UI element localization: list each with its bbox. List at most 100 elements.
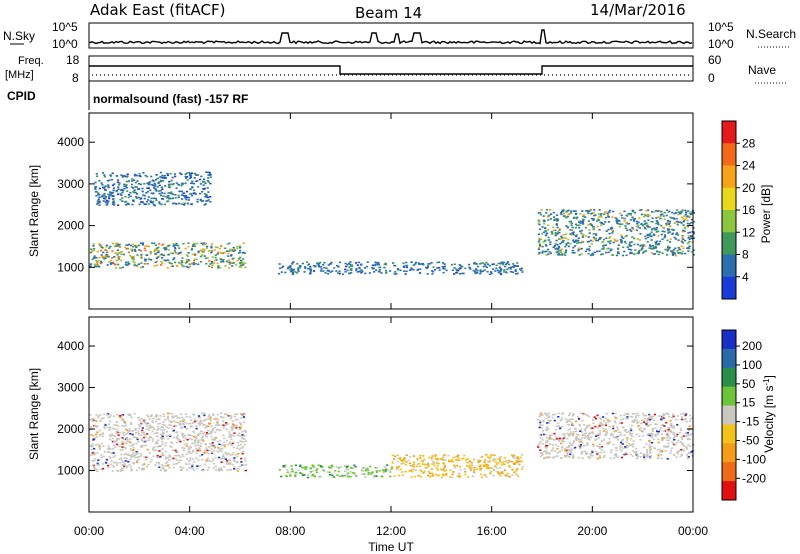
chart-cell: [538, 238, 541, 241]
chart-cell: [545, 245, 548, 247]
chart-cell: [623, 250, 626, 253]
chart-cell: [311, 474, 314, 477]
chart-cell: [194, 436, 197, 439]
chart-cell: [604, 211, 607, 213]
chart-cell: [167, 195, 170, 197]
chart-cell: [602, 456, 605, 458]
chart-cell: [667, 426, 670, 429]
chart-cell: [223, 251, 226, 254]
chart-cell: [298, 465, 302, 468]
chart-cell: [517, 475, 520, 477]
chart-cell: [173, 436, 176, 439]
chart-cell: [136, 254, 139, 256]
chart-cell: [414, 469, 417, 472]
chart-cell: [95, 420, 98, 422]
chart-cell: [169, 172, 172, 175]
chart-cell: [656, 230, 659, 233]
chart-cell: [166, 259, 169, 261]
chart-cell: [384, 263, 388, 266]
chart-cell: [168, 412, 171, 415]
chart-cell: [143, 463, 146, 465]
chart-cell: [680, 437, 683, 439]
chart-cell: [469, 268, 472, 270]
chart-cell: [660, 418, 663, 421]
chart-cell: [213, 418, 216, 420]
chart-cell: [519, 456, 522, 459]
chart-cell: [464, 459, 468, 461]
chart-cell: [240, 265, 243, 268]
chart-cell: [349, 475, 352, 478]
chart-cell: [128, 441, 131, 443]
chart-cell: [656, 221, 659, 224]
chart-cell: [323, 261, 326, 264]
chart-cell: [234, 264, 238, 266]
chart-cell: [456, 475, 459, 478]
chart-cell: [132, 191, 135, 193]
chart-cell: [242, 264, 245, 266]
chart-cell: [140, 422, 143, 425]
chart-cell: [161, 188, 164, 190]
chart-cell: [335, 270, 338, 272]
chart-cell: [444, 459, 447, 462]
chart-cell: [135, 453, 138, 455]
chart-cell: [670, 217, 673, 219]
chart-cell: [418, 263, 421, 265]
chart-cell: [423, 470, 426, 472]
chart-cell: [545, 212, 548, 214]
chart-cell: [515, 265, 518, 267]
chart-cell: [580, 253, 583, 255]
chart-cell: [121, 461, 125, 463]
chart-cell: [595, 435, 598, 437]
chart-cell: [192, 182, 196, 185]
chart-cell: [312, 466, 315, 468]
chart-cell: [121, 464, 124, 466]
chart-cell: [103, 258, 106, 260]
chart-cell: [148, 429, 151, 431]
chart-cell: [116, 259, 119, 262]
chart-cell: [513, 471, 516, 474]
chart-cell: [149, 253, 152, 255]
chart-cell: [144, 433, 147, 436]
chart-cell: [647, 234, 651, 236]
chart-cell: [209, 416, 212, 418]
chart-cell: [123, 185, 126, 188]
chart-cell: [569, 449, 572, 452]
chart-cell: [160, 179, 163, 182]
chart-cell: [583, 435, 587, 437]
chart-cell: [538, 424, 542, 426]
chart-cell: [434, 455, 437, 458]
chart-cell: [643, 420, 646, 422]
chart-cell: [543, 250, 546, 253]
chart-cell: [109, 457, 112, 459]
chart-cell: [165, 462, 168, 465]
chart-cell: [197, 416, 200, 419]
chart-cell: [157, 246, 160, 249]
chart-cell: [663, 234, 667, 236]
chart-cell: [468, 460, 471, 463]
chart-cell: [469, 469, 472, 471]
chart-cell: [579, 439, 582, 441]
chart-cell: [110, 452, 113, 454]
chart-cell: [579, 447, 582, 450]
chart-cell: [161, 174, 164, 177]
chart-cell: [210, 261, 213, 263]
chart-cell: [663, 437, 666, 439]
chart-cell: [645, 443, 648, 445]
chart-cell: [133, 262, 136, 264]
chart-cell: [329, 271, 332, 273]
nsky-panel: [88, 22, 694, 49]
chart-cell: [509, 270, 512, 273]
chart-cell: [136, 459, 139, 462]
chart-cell: [485, 476, 488, 478]
chart-cell: [614, 421, 617, 424]
chart-cell: [143, 183, 146, 185]
chart-cell: [643, 458, 646, 460]
chart-cell: [600, 213, 603, 215]
chart-cell: [132, 443, 135, 445]
chart-cell: [520, 267, 523, 270]
chart-cell: [542, 231, 545, 234]
chart-cell: [181, 447, 184, 449]
chart-cell: [144, 436, 147, 438]
chart-cell: [631, 227, 634, 229]
chart-cell: [309, 270, 313, 272]
